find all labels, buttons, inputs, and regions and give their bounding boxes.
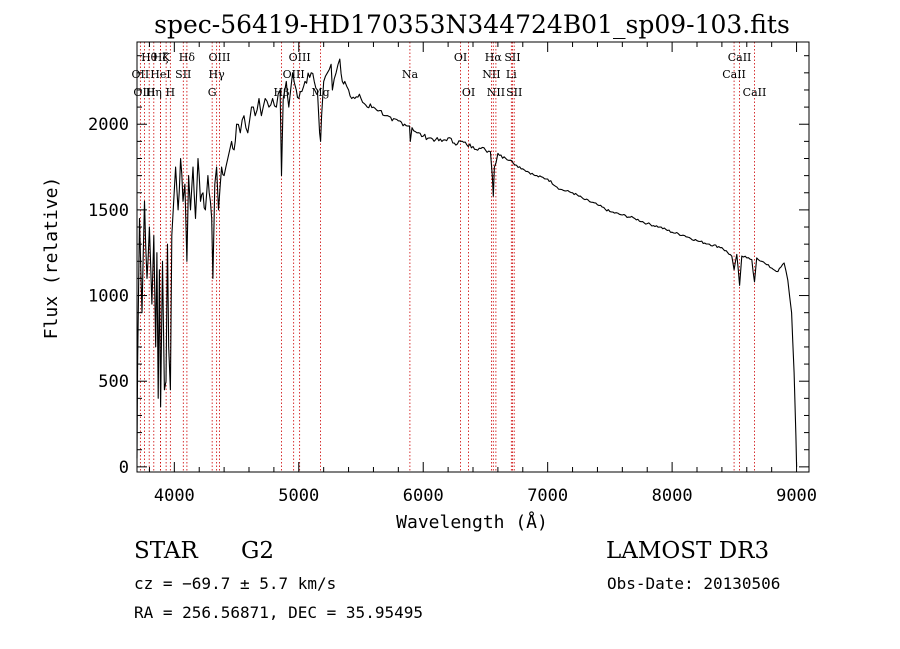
x-tick-label: 6000 [403, 486, 444, 506]
object-class: STAR [134, 538, 198, 564]
line-marker-label: CaII [743, 86, 767, 99]
line-marker-label: OIII [289, 51, 311, 64]
x-tick-label: 5000 [278, 486, 319, 506]
line-marker-label: Na [402, 68, 419, 81]
x-tick-label: 9000 [776, 486, 817, 506]
x-tick-label: 7000 [527, 486, 568, 506]
line-marker-label: OI [454, 51, 467, 64]
line-marker-label: Hδ [179, 51, 196, 64]
line-marker-label: CaII [728, 51, 752, 64]
line-marker-label: NII [487, 86, 505, 99]
line-marker-label: OIII [283, 68, 305, 81]
y-tick-label: 500 [98, 372, 129, 392]
line-marker-label: Hθ [141, 51, 158, 64]
observation-date: Obs-Date: 20130506 [607, 574, 781, 593]
line-marker-label: OI [462, 86, 475, 99]
line-marker-label: Hγ [209, 68, 226, 81]
line-marker-label: Hα [485, 51, 503, 64]
line-marker-label: Mg [311, 86, 329, 99]
line-marker-label: SII [506, 86, 522, 99]
line-marker-label: OIII [133, 86, 155, 99]
coordinates-readout: RA = 256.56871, DEC = 35.95495 [134, 603, 423, 622]
redshift-readout: cz = −69.7 ± 5.7 km/s [134, 574, 337, 593]
line-marker-label: HeI [150, 68, 170, 81]
line-marker-label: SII [175, 68, 191, 81]
x-tick-label: 8000 [652, 486, 693, 506]
spectrum-series-line [136, 58, 798, 467]
line-marker-label: H [166, 86, 176, 99]
plot-frame [136, 41, 810, 473]
chart-title: spec-56419-HD170353N344724B01_sp09-103.f… [154, 10, 790, 39]
y-axis-label: Flux (relative) [41, 177, 62, 340]
x-axis-ticks: 4000 5000 6000 7000 8000 9000 [148, 42, 817, 506]
line-marker-label: Hζ [153, 51, 169, 64]
line-marker-label: CaII [722, 68, 746, 81]
spectral-subclass: G2 [241, 538, 275, 564]
line-marker-label: K [162, 51, 171, 64]
y-tick-label: 1000 [88, 287, 129, 307]
line-marker-label: OIII [208, 51, 230, 64]
line-marker-label: Li [506, 68, 517, 81]
x-tick-label: 4000 [154, 486, 195, 506]
x-axis-label: Wavelength (Å) [396, 511, 548, 533]
y-tick-label: 2000 [88, 115, 129, 135]
line-marker-label: SII [504, 51, 520, 64]
line-marker-label: OII [132, 68, 150, 81]
line-marker-label: NII [482, 68, 500, 81]
y-axis-ticks: 0 500 1000 1500 2000 [88, 55, 809, 478]
line-marker-label: Hη [146, 86, 162, 99]
survey-name: LAMOST DR3 [606, 538, 770, 564]
line-markers [139, 42, 755, 472]
line-marker-label: G [208, 86, 217, 99]
y-tick-label: 1500 [88, 201, 129, 221]
y-tick-label: 0 [119, 458, 129, 478]
